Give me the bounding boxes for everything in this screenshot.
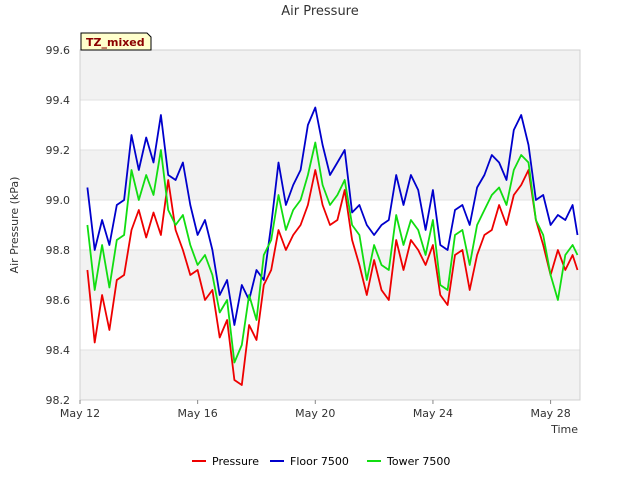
annotation-tag: TZ_mixed	[80, 32, 152, 51]
legend: Pressure Floor 7500 Tower 7500	[192, 455, 450, 468]
legend-entry: Tower 7500	[386, 455, 450, 468]
annotation-label: TZ_mixed	[86, 36, 145, 49]
y-tick-label: 99.2	[46, 144, 71, 157]
legend-entry: Pressure	[212, 455, 259, 468]
y-tick-label: 98.2	[46, 394, 71, 407]
x-tick-label: May 24	[413, 407, 453, 420]
plot-area	[79, 49, 581, 401]
y-tick-label: 99.6	[46, 44, 71, 57]
y-tick-label: 98.6	[46, 294, 71, 307]
grid-band	[80, 350, 580, 400]
grid-band	[80, 250, 580, 300]
series-line-tower-7500	[86, 141, 579, 364]
x-axis-title: Time	[550, 423, 578, 436]
y-axis-title: Air Pressure (kPa)	[8, 177, 21, 274]
series-line-pressure	[86, 169, 579, 386]
x-tick-label: May 16	[178, 407, 218, 420]
grid-band	[80, 50, 580, 100]
series-line-floor-7500	[86, 106, 579, 326]
y-tick-label: 98.8	[46, 244, 71, 257]
y-tick-label: 99.4	[46, 94, 71, 107]
chart-title: Air Pressure	[281, 4, 359, 19]
x-tick-label: May 20	[295, 407, 335, 420]
y-tick-label: 99.0	[46, 194, 71, 207]
x-tick-label: May 28	[530, 407, 570, 420]
y-tick-label: 98.4	[46, 344, 71, 357]
legend-entry: Floor 7500	[290, 455, 349, 468]
x-tick-label: May 12	[60, 407, 100, 420]
